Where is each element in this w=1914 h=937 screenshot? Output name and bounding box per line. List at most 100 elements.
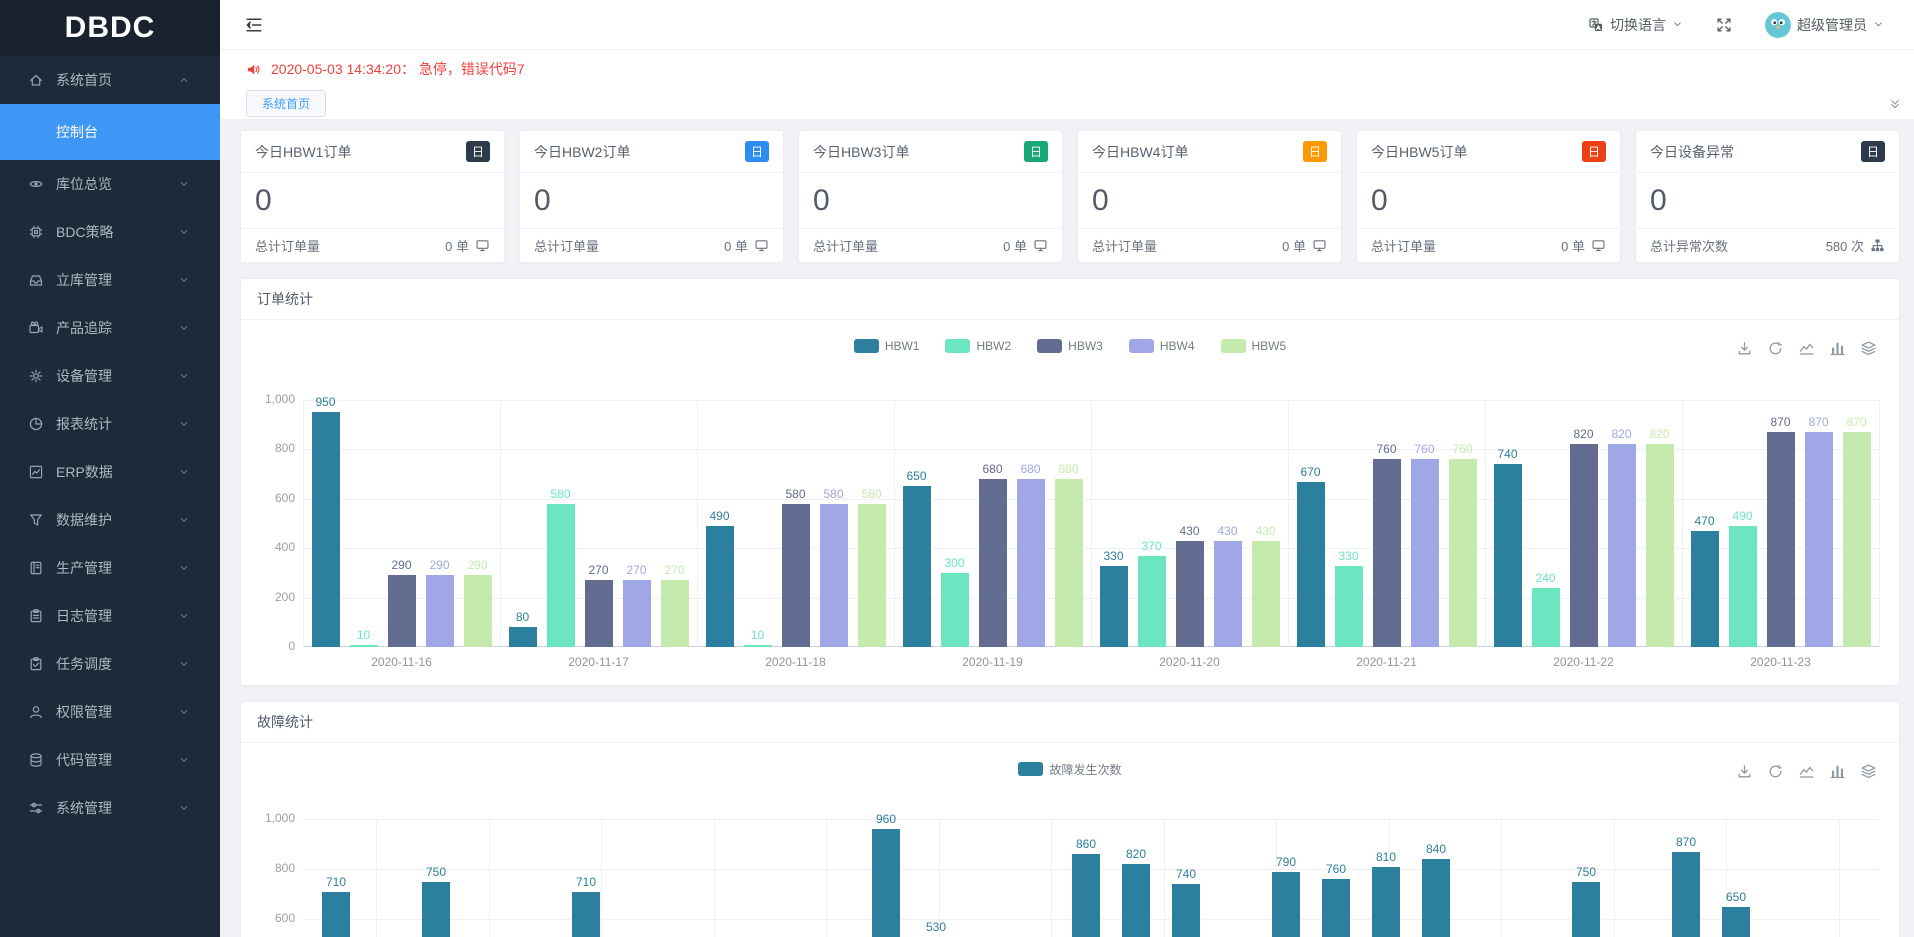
- bar-HBW1[interactable]: [508, 627, 537, 647]
- bar-HBW2[interactable]: [1728, 525, 1757, 647]
- legend-item-0[interactable]: 故障发生次数: [1018, 761, 1122, 778]
- day-badge[interactable]: 日: [744, 141, 769, 162]
- bar-HBW5[interactable]: [1645, 444, 1674, 647]
- refresh-icon[interactable]: [1767, 340, 1784, 357]
- download-icon[interactable]: [1736, 763, 1753, 780]
- bar-故障发生次数[interactable]: [1572, 881, 1600, 937]
- bar-HBW4[interactable]: [425, 575, 454, 647]
- bar-chart-icon[interactable]: [1829, 340, 1846, 357]
- bar-HBW4[interactable]: [819, 503, 848, 647]
- legend-item-1[interactable]: HBW2: [945, 339, 1011, 353]
- bar-HBW5[interactable]: [660, 580, 689, 647]
- sidebar-item-1[interactable]: 库位总览: [0, 160, 220, 208]
- stack-icon[interactable]: [1860, 763, 1877, 780]
- bar-HBW5[interactable]: [1054, 479, 1083, 647]
- legend-item-4[interactable]: HBW5: [1220, 339, 1286, 353]
- sidebar-item-11[interactable]: 任务调度: [0, 640, 220, 688]
- bar-HBW1[interactable]: [311, 412, 340, 647]
- bar-HBW2[interactable]: [546, 503, 575, 647]
- day-badge[interactable]: 日: [465, 141, 490, 162]
- day-badge[interactable]: 日: [1581, 141, 1606, 162]
- sidebar-item-2[interactable]: BDC策略: [0, 208, 220, 256]
- bar-故障发生次数[interactable]: [872, 829, 900, 937]
- bar-HBW2[interactable]: [1334, 565, 1363, 647]
- day-badge[interactable]: 日: [1023, 141, 1048, 162]
- sidebar-item-13[interactable]: 代码管理: [0, 736, 220, 784]
- bar-HBW1[interactable]: [705, 525, 734, 647]
- refresh-icon[interactable]: [1767, 763, 1784, 780]
- sidebar-item-0[interactable]: 系统首页: [0, 56, 220, 104]
- bar-HBW4[interactable]: [1213, 540, 1242, 647]
- bar-故障发生次数[interactable]: [1322, 879, 1350, 937]
- bar-HBW2[interactable]: [349, 644, 378, 647]
- bar-HBW1[interactable]: [1493, 464, 1522, 647]
- bar-HBW3[interactable]: [1569, 444, 1598, 647]
- bar-故障发生次数[interactable]: [1372, 866, 1400, 937]
- bar-chart-icon[interactable]: [1829, 763, 1846, 780]
- sidebar-item-4[interactable]: 产品追踪: [0, 304, 220, 352]
- bar-HBW1[interactable]: [902, 486, 931, 647]
- bar-HBW5[interactable]: [463, 575, 492, 647]
- bar-故障发生次数[interactable]: [1072, 854, 1100, 937]
- bar-故障发生次数[interactable]: [1272, 871, 1300, 937]
- sidebar-item-10[interactable]: 日志管理: [0, 592, 220, 640]
- bar-HBW2[interactable]: [940, 572, 969, 647]
- bar-HBW1[interactable]: [1099, 565, 1128, 647]
- double-chevron-down-icon[interactable]: [1888, 97, 1902, 111]
- bar-HBW3[interactable]: [978, 479, 1007, 647]
- bar-HBW1[interactable]: [1296, 481, 1325, 647]
- bar-故障发生次数[interactable]: [572, 891, 600, 937]
- sidebar-item-7[interactable]: ERP数据: [0, 448, 220, 496]
- bar-故障发生次数[interactable]: [1672, 851, 1700, 937]
- bar-HBW3[interactable]: [1372, 459, 1401, 647]
- legend-item-3[interactable]: HBW4: [1128, 339, 1195, 353]
- bar-HBW1[interactable]: [1690, 530, 1719, 647]
- bar-HBW3[interactable]: [1175, 540, 1204, 647]
- sidebar-item-12[interactable]: 权限管理: [0, 688, 220, 736]
- day-badge[interactable]: 日: [1860, 141, 1885, 162]
- bar-故障发生次数[interactable]: [1172, 884, 1200, 937]
- line-chart-icon[interactable]: [1798, 340, 1815, 357]
- bar-HBW3[interactable]: [1766, 432, 1795, 647]
- sidebar-item-8[interactable]: 数据维护: [0, 496, 220, 544]
- fullscreen-icon[interactable]: [1715, 16, 1733, 34]
- bar-HBW3[interactable]: [781, 503, 810, 647]
- sidebar-item-9[interactable]: 生产管理: [0, 544, 220, 592]
- bar-故障发生次数[interactable]: [1422, 859, 1450, 937]
- sidebar-item-3[interactable]: 立库管理: [0, 256, 220, 304]
- bar-HBW5[interactable]: [1842, 432, 1871, 647]
- line-chart-icon[interactable]: [1798, 763, 1815, 780]
- bar-HBW4[interactable]: [1607, 444, 1636, 647]
- sidebar-item-14[interactable]: 系统管理: [0, 784, 220, 832]
- tab-system-home[interactable]: 系统首页: [246, 90, 327, 117]
- bar-故障发生次数[interactable]: [1722, 906, 1750, 937]
- bar-HBW5[interactable]: [1251, 540, 1280, 647]
- menu-fold-icon[interactable]: [244, 15, 264, 35]
- day-badge[interactable]: 日: [1302, 141, 1327, 162]
- y-axis-label: 400: [274, 540, 295, 555]
- bar-故障发生次数[interactable]: [322, 891, 350, 937]
- bar-故障发生次数[interactable]: [1122, 864, 1150, 937]
- language-switcher[interactable]: 切换语言: [1578, 15, 1693, 35]
- user-menu[interactable]: 超级管理员: [1755, 11, 1894, 38]
- sidebar-subitem-0-0[interactable]: 控制台: [0, 104, 220, 160]
- bar-HBW5[interactable]: [857, 503, 886, 647]
- bar-HBW3[interactable]: [387, 575, 416, 647]
- sidebar-item-5[interactable]: 设备管理: [0, 352, 220, 400]
- download-icon[interactable]: [1736, 340, 1753, 357]
- legend-item-0[interactable]: HBW1: [853, 339, 919, 353]
- bar-HBW4[interactable]: [1016, 479, 1045, 647]
- legend-item-2[interactable]: HBW3: [1037, 339, 1103, 353]
- bar-故障发生次数[interactable]: [422, 881, 450, 937]
- bar-HBW2[interactable]: [1137, 555, 1166, 647]
- bar-HBW2[interactable]: [1531, 587, 1560, 647]
- sidebar-item-6[interactable]: 报表统计: [0, 400, 220, 448]
- bar-HBW2[interactable]: [743, 644, 772, 647]
- bar-HBW4[interactable]: [1410, 459, 1439, 647]
- sidebar-item-label: 权限管理: [56, 704, 112, 720]
- bar-HBW4[interactable]: [1804, 432, 1833, 647]
- bar-HBW4[interactable]: [622, 580, 651, 647]
- stack-icon[interactable]: [1860, 340, 1877, 357]
- bar-HBW5[interactable]: [1448, 459, 1477, 647]
- bar-HBW3[interactable]: [584, 580, 613, 647]
